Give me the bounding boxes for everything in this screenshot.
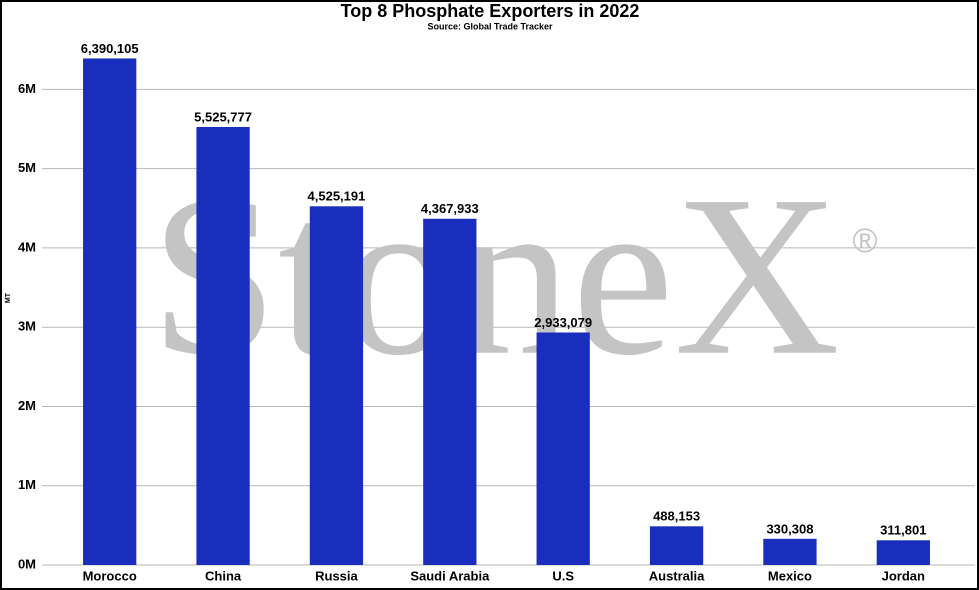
y-tick-label: 6M (18, 81, 36, 96)
y-tick-label: 2M (18, 398, 36, 413)
value-label: 330,308 (766, 521, 813, 536)
x-tick-label: Australia (649, 568, 705, 583)
x-tick-label: Morocco (83, 568, 137, 583)
watermark: StoneX (150, 148, 840, 403)
value-label: 488,153 (653, 509, 700, 524)
bar (83, 58, 137, 566)
y-tick-label: 4M (18, 239, 36, 254)
x-tick-label: Saudi Arabia (410, 568, 490, 583)
bar (309, 206, 364, 565)
value-label: 2,933,079 (534, 315, 592, 330)
value-label: 311,801 (880, 523, 926, 538)
y-tick-label: 5M (18, 160, 36, 175)
value-label: 4,367,933 (421, 201, 479, 216)
chart-title: Top 8 Phosphate Exporters in 2022 (341, 1, 640, 21)
x-tick-label: Russia (315, 568, 358, 583)
value-label: 5,525,777 (194, 109, 252, 124)
bar (536, 332, 590, 565)
bar (649, 526, 704, 565)
x-tick-label: Jordan (882, 568, 925, 583)
watermark-mark: ® (852, 222, 877, 260)
y-tick-label: 3M (18, 319, 36, 334)
value-label: 6,390,105 (81, 41, 139, 56)
chart-subtitle: Source: Global Trade Tracker (427, 21, 553, 31)
bar (763, 538, 817, 565)
bar (423, 218, 477, 565)
value-label: 4,525,191 (308, 189, 366, 204)
bar (876, 540, 930, 565)
x-tick-label: U.S (552, 568, 574, 583)
x-tick-label: Mexico (768, 568, 812, 583)
y-tick-label: 0M (18, 556, 36, 571)
y-axis-label: MT (5, 292, 12, 303)
bar (196, 126, 250, 565)
x-tick-label: China (205, 568, 242, 583)
y-tick-label: 1M (18, 477, 36, 492)
